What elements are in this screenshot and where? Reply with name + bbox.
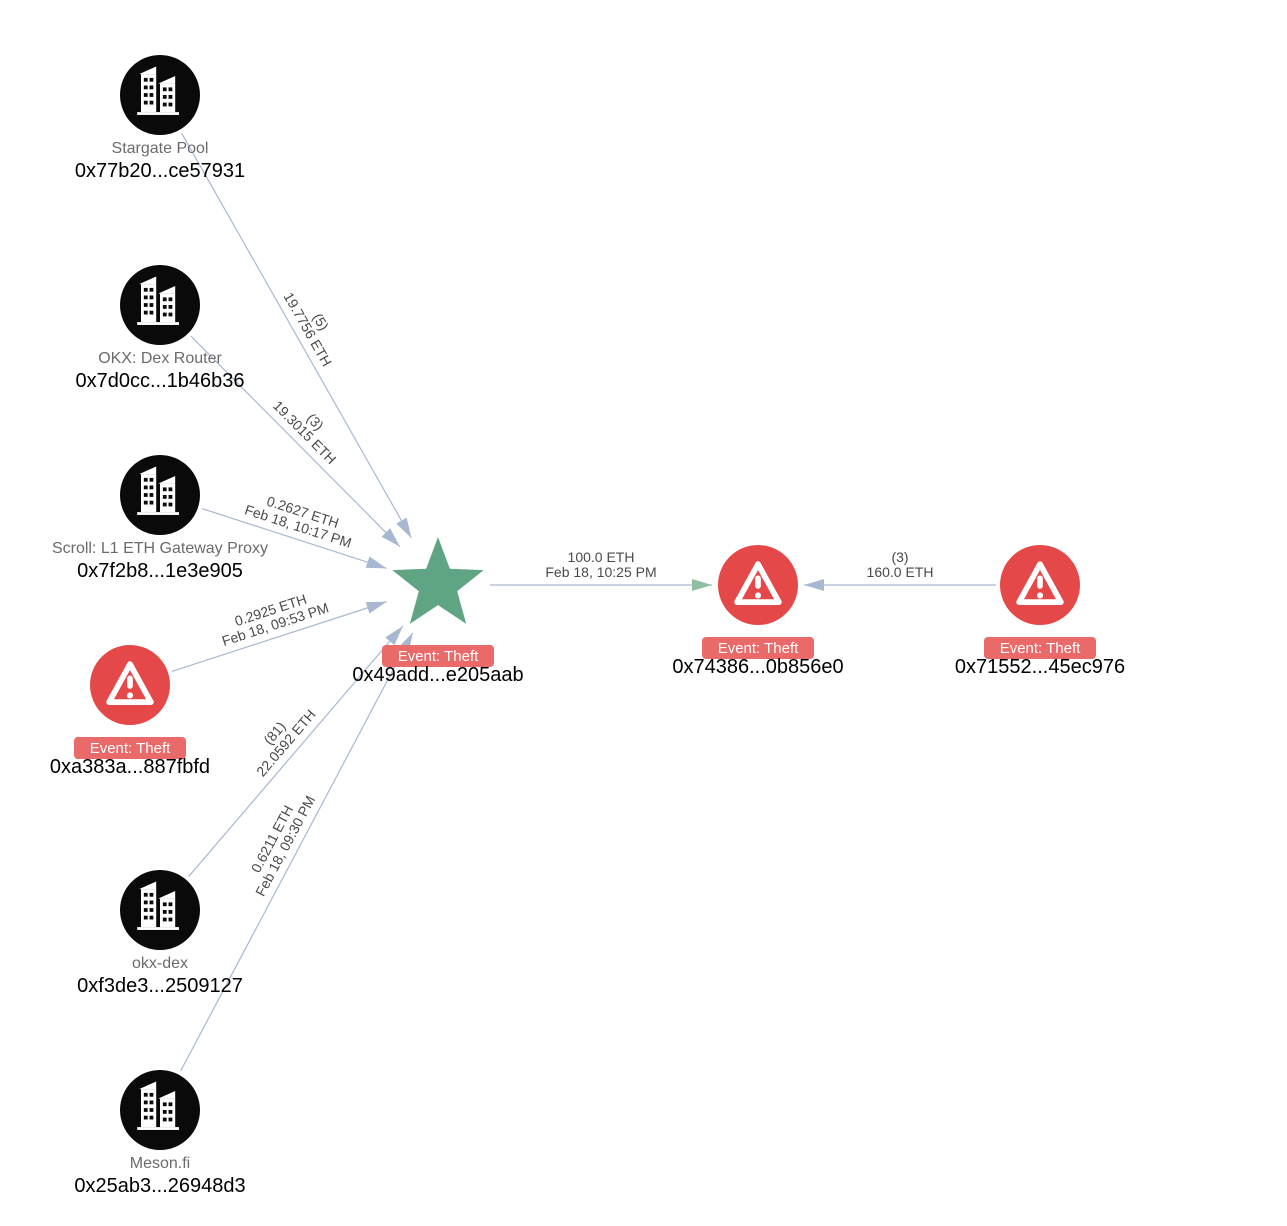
- node-label: Scroll: L1 ETH Gateway Proxy: [52, 540, 268, 557]
- node-layer: Stargate Pool 0x77b20...ce57931 OKX: Dex R…: [50, 55, 1125, 1197]
- node-okxdex[interactable]: [120, 870, 200, 950]
- edge-label-group: 100.0 ETHFeb 18, 10:25 PM: [545, 549, 656, 580]
- event-badge-text: Event: Theft: [398, 648, 479, 665]
- node-meson[interactable]: [120, 1070, 200, 1150]
- node-address: 0x49add...e205aab: [352, 664, 523, 686]
- node-label: Stargate Pool: [112, 140, 209, 157]
- node-theft_a[interactable]: [90, 645, 170, 725]
- node-address: 0x25ab3...26948d3: [74, 1175, 245, 1197]
- node-address: 0xf3de3...2509127: [77, 975, 243, 997]
- edge-label-text: (3): [891, 549, 908, 565]
- edge-line: [181, 633, 413, 1071]
- node-label: Meson.fi: [130, 1155, 190, 1172]
- node-address: 0x7f2b8...1e3e905: [77, 560, 243, 582]
- node-address: 0x74386...0b856e0: [672, 656, 843, 678]
- edge-label-text: 22.0592 ETH: [253, 706, 319, 779]
- node-label: OKX: Dex Router: [98, 350, 222, 367]
- event-badge-text: Event: Theft: [90, 740, 171, 757]
- edge-label-group: (3)160.0 ETH: [867, 549, 934, 580]
- edge-arrowhead: [366, 556, 387, 568]
- event-badge-text: Event: Theft: [718, 640, 799, 657]
- node-label: okx-dex: [132, 955, 188, 972]
- edge-label-group: 0.2925 ETHFeb 18, 09:53 PM: [215, 585, 330, 649]
- edge-arrowhead: [692, 579, 712, 591]
- edge-arrowhead: [396, 518, 411, 538]
- edge-label-text: Feb 18, 10:25 PM: [545, 564, 656, 580]
- event-badge-text: Event: Theft: [1000, 640, 1081, 657]
- edge-arrowhead: [804, 579, 824, 591]
- node-address: 0x7d0cc...1b46b36: [75, 370, 244, 392]
- node-stargate[interactable]: [120, 55, 200, 135]
- star-icon: [392, 537, 483, 624]
- node-address: 0xa383a...887fbfd: [50, 756, 210, 778]
- edge-label-text: 19.7756 ETH: [281, 289, 336, 369]
- edge-label-text: 19.3015 ETH: [270, 397, 339, 467]
- edge-line: [182, 133, 412, 538]
- node-theft_b[interactable]: [718, 545, 798, 625]
- edge-arrowhead: [385, 626, 403, 645]
- edge-label-text: 100.0 ETH: [568, 549, 635, 565]
- graph-canvas: (5)19.7756 ETH(3)19.3015 ETH0.2627 ETHFe…: [0, 0, 1287, 1226]
- edge-label-text: 160.0 ETH: [867, 564, 934, 580]
- node-scroll[interactable]: [120, 455, 200, 535]
- node-theft_c[interactable]: [1000, 545, 1080, 625]
- node-address: 0x71552...45ec976: [955, 656, 1125, 678]
- edge-layer: (5)19.7756 ETH(3)19.3015 ETH0.2627 ETHFe…: [172, 133, 996, 1071]
- node-address: 0x77b20...ce57931: [75, 160, 245, 182]
- edge-arrowhead: [366, 602, 387, 614]
- node-center[interactable]: [392, 537, 483, 624]
- edge-label-group: 0.6211 ETHFeb 18, 09:30 PM: [239, 786, 318, 899]
- node-okxrouter[interactable]: [120, 265, 200, 345]
